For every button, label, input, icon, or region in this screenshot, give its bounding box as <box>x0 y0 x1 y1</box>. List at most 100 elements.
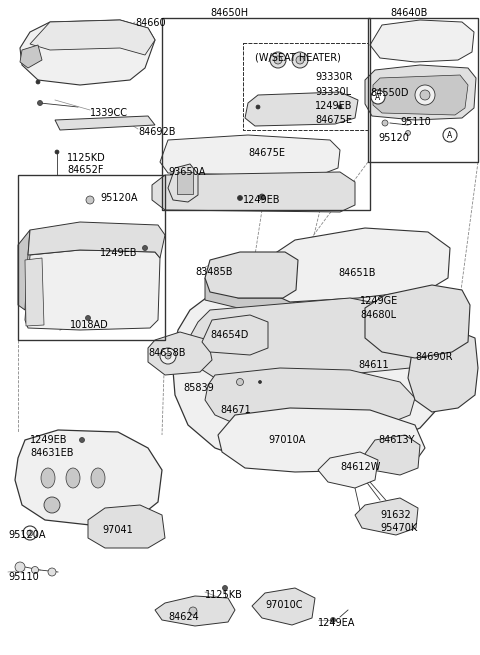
Circle shape <box>270 52 286 68</box>
Circle shape <box>406 130 410 136</box>
Polygon shape <box>160 135 340 175</box>
Bar <box>243 43 368 130</box>
Text: 84612W: 84612W <box>340 462 380 472</box>
Circle shape <box>259 381 262 383</box>
Text: 95120: 95120 <box>378 133 409 143</box>
Text: 84658B: 84658B <box>148 348 185 358</box>
Text: 1249EB: 1249EB <box>100 248 137 258</box>
Bar <box>162 18 370 210</box>
Polygon shape <box>218 408 425 472</box>
Text: (W/SEAT HEATER): (W/SEAT HEATER) <box>255 52 341 62</box>
Circle shape <box>36 80 40 84</box>
Text: 97041: 97041 <box>102 525 133 535</box>
Text: 93330R: 93330R <box>315 72 352 82</box>
Circle shape <box>415 85 435 105</box>
Text: 84652F: 84652F <box>67 165 104 175</box>
Text: A: A <box>447 130 453 140</box>
Polygon shape <box>18 230 30 310</box>
Polygon shape <box>268 228 450 302</box>
Ellipse shape <box>66 468 80 488</box>
Text: 84631EB: 84631EB <box>30 448 73 458</box>
Polygon shape <box>55 116 155 130</box>
Text: A: A <box>375 92 381 102</box>
Polygon shape <box>148 332 212 375</box>
Polygon shape <box>355 498 418 535</box>
Polygon shape <box>28 222 165 258</box>
Circle shape <box>238 195 242 200</box>
Text: 84651B: 84651B <box>338 268 375 278</box>
Polygon shape <box>373 75 468 115</box>
Circle shape <box>292 52 308 68</box>
Text: 1018AD: 1018AD <box>70 320 109 330</box>
Circle shape <box>44 497 60 513</box>
Text: 95110: 95110 <box>400 117 431 127</box>
Polygon shape <box>20 20 155 85</box>
Circle shape <box>165 353 171 359</box>
Polygon shape <box>25 258 44 326</box>
Text: 84660: 84660 <box>135 18 166 28</box>
Polygon shape <box>365 65 476 120</box>
Text: 97010A: 97010A <box>268 435 305 445</box>
Circle shape <box>80 438 84 443</box>
Polygon shape <box>15 430 162 525</box>
Text: 1249EB: 1249EB <box>315 101 352 111</box>
Circle shape <box>331 618 336 622</box>
Polygon shape <box>205 252 298 298</box>
Circle shape <box>15 562 25 572</box>
Text: 97010C: 97010C <box>265 600 302 610</box>
Circle shape <box>86 196 94 204</box>
Text: 84671: 84671 <box>220 405 251 415</box>
Polygon shape <box>188 298 440 378</box>
Text: 1125KB: 1125KB <box>205 590 243 600</box>
Polygon shape <box>370 20 474 62</box>
Text: 84690R: 84690R <box>415 352 453 362</box>
Polygon shape <box>318 452 378 488</box>
Circle shape <box>296 56 304 64</box>
Circle shape <box>338 105 342 109</box>
Text: 84640B: 84640B <box>390 8 427 18</box>
Polygon shape <box>172 280 462 462</box>
Circle shape <box>37 100 43 105</box>
Circle shape <box>189 607 197 615</box>
Text: 84675E: 84675E <box>315 115 352 125</box>
Polygon shape <box>152 172 355 212</box>
Text: 95110: 95110 <box>8 572 39 582</box>
Circle shape <box>382 120 388 126</box>
Text: 93650A: 93650A <box>168 167 205 177</box>
Circle shape <box>371 90 385 104</box>
Bar <box>18 175 165 340</box>
Circle shape <box>237 379 243 386</box>
Text: 91632: 91632 <box>380 510 411 520</box>
Text: 1249EB: 1249EB <box>243 195 280 205</box>
Polygon shape <box>362 435 420 475</box>
Bar <box>368 18 478 162</box>
Polygon shape <box>202 315 268 355</box>
Polygon shape <box>245 92 358 126</box>
Text: 95120A: 95120A <box>100 193 137 203</box>
Circle shape <box>48 568 56 576</box>
Polygon shape <box>88 505 165 548</box>
Text: 84624: 84624 <box>168 612 199 622</box>
Text: 84654D: 84654D <box>210 330 248 340</box>
Text: 1339CC: 1339CC <box>90 108 128 118</box>
Text: 84613Y: 84613Y <box>378 435 415 445</box>
Circle shape <box>274 56 282 64</box>
Text: 1125KD: 1125KD <box>67 153 106 163</box>
Bar <box>243 43 368 130</box>
Circle shape <box>259 194 265 200</box>
Polygon shape <box>30 20 155 55</box>
Text: 84675E: 84675E <box>248 148 285 158</box>
Circle shape <box>443 128 457 142</box>
Circle shape <box>223 586 228 591</box>
Text: 1249EA: 1249EA <box>318 618 355 628</box>
Circle shape <box>420 90 430 100</box>
Bar <box>18 175 165 340</box>
Text: 84611: 84611 <box>358 360 389 370</box>
Text: 1249EB: 1249EB <box>30 435 68 445</box>
Polygon shape <box>155 596 235 626</box>
Text: 95470K: 95470K <box>380 523 417 533</box>
Circle shape <box>23 526 37 540</box>
Polygon shape <box>252 588 315 625</box>
Circle shape <box>27 530 33 536</box>
Polygon shape <box>25 250 160 330</box>
